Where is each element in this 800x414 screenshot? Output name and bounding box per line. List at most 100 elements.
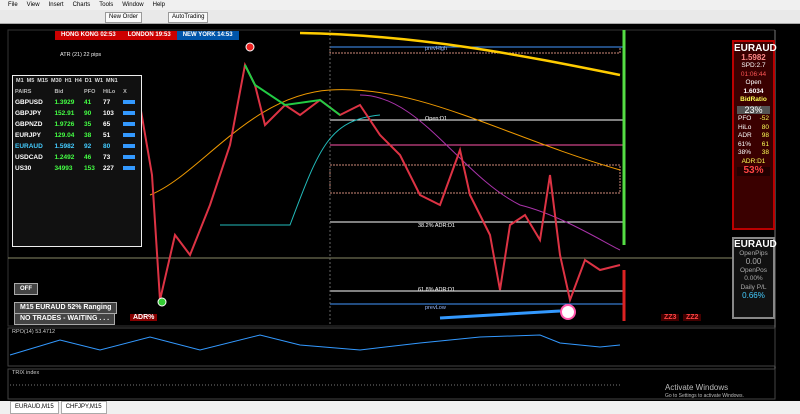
panel-open-label: Open — [745, 79, 762, 86]
watch-cell: EURJPY — [15, 132, 42, 139]
menu-item[interactable]: Insert — [48, 2, 64, 8]
bid-ratio-label: BidRatio — [740, 96, 767, 103]
header-cell: X — [123, 88, 127, 95]
timeframe[interactable]: H4 — [74, 78, 82, 84]
new-order-button[interactable]: New Order — [105, 12, 143, 23]
panel-stats: PFO -52 HiLo 80 ADR 98 61% 61 38% 38 — [734, 115, 773, 158]
session-clocks: HONG KONG 02:53 LONDON 19:53 NEW YORK 14:5… — [55, 31, 239, 40]
header-cell: PAIRS — [15, 88, 32, 95]
open-pos-label: OpenPos — [739, 266, 768, 274]
stat-value: 61 — [761, 140, 769, 148]
watch-row: EURAUD 1.5982 92 80 — [13, 141, 141, 152]
watch-cell: 1.3929 — [54, 99, 75, 106]
watch-cell: 153 — [84, 165, 95, 172]
watch-cell: 129.04 — [54, 132, 75, 139]
panel-spread: SPD:2.7 — [741, 62, 766, 69]
stat-row: 61% 61 — [734, 141, 773, 150]
watch-cell: 51 — [103, 132, 111, 139]
menu-item[interactable]: Charts — [72, 2, 91, 8]
pnl-symbol: EURAUD — [734, 239, 777, 250]
session-clock: HONG KONG 02:53 — [55, 31, 122, 40]
watch-row: US30 34993 153 227 — [13, 163, 141, 174]
timeframe[interactable]: MN1 — [106, 78, 118, 84]
row-indicator — [121, 141, 141, 152]
row-indicator — [121, 108, 141, 119]
atr-label: ATR (21) 22 pips — [60, 52, 102, 58]
chart-tab[interactable]: CHFJPY,M15 — [60, 401, 107, 414]
adr-percent: ADR% — [130, 314, 158, 321]
daily-pl: 0.66% — [742, 291, 765, 300]
toolbar: New Order AutoTrading — [0, 10, 800, 24]
prev-low: prevLow — [425, 305, 446, 311]
watch-cell: USDCAD — [15, 154, 43, 161]
menu-bar: File View Insert Charts Tools Window Help — [0, 0, 800, 10]
timeframe[interactable]: H1 — [64, 78, 72, 84]
timeframe[interactable]: D1 — [84, 78, 92, 84]
autotrading-button[interactable]: AutoTrading — [168, 12, 209, 23]
open-pips: 0.00 — [745, 257, 762, 266]
off-button[interactable]: OFF — [14, 283, 38, 295]
zz3: ZZ3 — [661, 314, 680, 321]
stat-value: 98 — [761, 132, 769, 139]
adr-618: 61.8% ADR:D1 — [418, 287, 455, 293]
watch-cell: 73 — [103, 154, 111, 161]
menu-item[interactable]: Window — [122, 2, 144, 8]
watch-cell: 80 — [103, 143, 111, 150]
watermark-sub: Go to Settings to activate Windows. — [665, 393, 744, 399]
stat-label: PFO — [738, 115, 752, 122]
watch-cell: 46 — [84, 154, 92, 161]
bid-ratio: 23% — [737, 105, 770, 114]
stat-row: HiLo 80 — [734, 124, 773, 133]
header-row: PAIRS Bid PFO HiLo X — [13, 86, 141, 97]
row-indicator — [121, 97, 141, 108]
watch-cell: 77 — [103, 99, 111, 106]
stat-value: -52 — [759, 115, 769, 122]
watch-cell: EURAUD — [15, 143, 43, 150]
adr-d1: ADR:D1 — [741, 157, 766, 165]
timeframe[interactable]: M1 — [16, 78, 24, 84]
adr-d1-pct: 53% — [737, 166, 770, 176]
menu-item[interactable]: Help — [152, 2, 165, 8]
stat-row: 38% 38 — [734, 149, 773, 158]
open-pips-label: OpenPips — [739, 249, 768, 257]
watch-cell: GBPNZD — [15, 121, 43, 128]
open-d1: Open:D1 — [425, 116, 448, 122]
menu-item[interactable]: File — [8, 2, 18, 8]
watch-cell: 90 — [84, 110, 92, 117]
stat-label: HiLo — [738, 123, 752, 131]
header-cell: Bid — [54, 88, 64, 95]
stat-value: 38 — [761, 149, 769, 156]
watch-cell: 41 — [84, 99, 92, 106]
timeframe[interactable]: M5 — [26, 78, 35, 84]
stat-label: 61% — [738, 140, 752, 148]
row-indicator — [121, 119, 141, 130]
panel-open: 1.6034 — [743, 87, 764, 95]
zz2: ZZ2 — [683, 314, 702, 321]
timeframe[interactable]: W1 — [94, 78, 104, 84]
stat-row: PFO -52 — [734, 115, 773, 124]
waiting-status: NO TRADES - WAITING . . . — [14, 313, 116, 325]
stat-row: ADR 98 — [734, 132, 773, 141]
timeframe[interactable]: M30 — [50, 78, 62, 84]
watch-cell: GBPJPY — [15, 110, 42, 117]
timeframe[interactable]: M15 — [37, 78, 48, 84]
watch-cell: 65 — [103, 121, 111, 128]
watch-cell: 103 — [103, 110, 114, 117]
rpo-label: RPO(14) 53.4712 — [12, 329, 56, 335]
chart-tab[interactable]: EURAUD,M15 — [10, 401, 59, 414]
chart-tabs: EURAUD,M15 CHFJPY,M15 — [0, 401, 800, 414]
menu-item[interactable]: Tools — [99, 2, 114, 8]
stat-value: 80 — [761, 123, 769, 131]
stat-label: ADR — [738, 132, 752, 139]
watch-table: PAIRS Bid PFO HiLo X GBPUSD 1.3929 41 77 GBPJPY 15… — [13, 86, 141, 174]
watch-cell: GBPUSD — [15, 99, 43, 106]
open-pos: 0.00% — [744, 275, 763, 282]
watch-cell: 92 — [84, 143, 92, 150]
menu-item[interactable]: View — [26, 2, 40, 8]
watermark-title: Activate Windows — [665, 383, 729, 392]
timeframes: M1 M5 M15 M30 H1 H4 D1 W1 MN1 — [13, 76, 141, 86]
watch-row: GBPJPY 152.91 90 103 — [13, 108, 141, 119]
watch-row: GBPNZD 1.9726 35 65 — [13, 119, 141, 130]
watch-cell: 152.91 — [54, 110, 75, 117]
